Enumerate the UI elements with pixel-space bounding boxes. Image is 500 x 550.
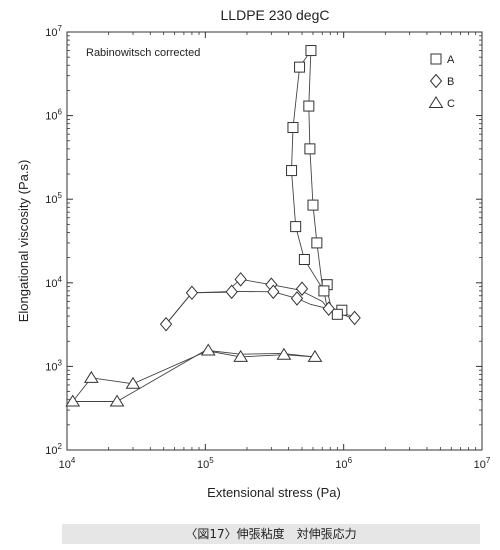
chart-title: LLDPE 230 degC (221, 7, 330, 23)
y-tick-label: 106 (45, 108, 62, 123)
legend-label-C: C (447, 98, 455, 110)
y-axis-label: Elongational viscosity (Pa.s) (16, 160, 31, 323)
legend-label-A: A (447, 54, 455, 66)
x-tick-label: 104 (59, 456, 76, 471)
series-A-point (294, 61, 306, 73)
y-tick-label: 102 (45, 442, 62, 457)
series-A-point (303, 100, 315, 112)
series-C-point (125, 376, 141, 389)
legend-marker-A (430, 53, 442, 65)
series-A-point (286, 165, 298, 177)
series-A-point (287, 122, 299, 134)
series-C-line (72, 350, 315, 402)
series-B-point (267, 284, 280, 300)
series-C-point (83, 370, 99, 383)
series-C-point (307, 349, 323, 362)
x-tick-label: 107 (474, 456, 491, 471)
series-B-point (159, 316, 173, 332)
series-A-point (298, 253, 310, 265)
series-B-point (295, 281, 309, 296)
figure-caption: 〈図17〉伸張粘度 対伸張応力 (62, 524, 480, 544)
series-C-point (109, 394, 125, 407)
series-C-point (233, 349, 249, 362)
series-A-point (331, 308, 343, 320)
series-B-point (234, 272, 247, 287)
series-points (65, 45, 361, 407)
x-tick-label: 106 (335, 456, 352, 471)
series-B-point (290, 291, 304, 306)
series-C-point (276, 347, 292, 360)
chart: LLDPE 230 degC Rabinowitsch corrected Ex… (16, 7, 491, 500)
x-tick-label: 105 (197, 456, 214, 471)
legend-marker-C (428, 96, 444, 108)
series-C-point (65, 394, 81, 407)
y-tick-label: 104 (45, 275, 62, 290)
series-B-point (225, 284, 238, 300)
series-A-point (311, 237, 323, 249)
x-axis-label: Extensional stress (Pa) (207, 485, 341, 500)
series-A-point (304, 143, 316, 155)
y-tick-label: 105 (45, 191, 62, 206)
series-A-line (308, 50, 333, 310)
series-C-point (200, 343, 216, 356)
plot-frame (66, 31, 483, 451)
legend-marker-B (429, 73, 443, 89)
series-A-point (318, 285, 330, 297)
y-tick-label: 103 (45, 358, 62, 373)
y-tick-label: 107 (45, 24, 62, 39)
legend-label-B: B (447, 76, 454, 88)
series-B-point (322, 301, 335, 316)
series-B-point (185, 285, 199, 301)
chart-annotation: Rabinowitsch corrected (86, 47, 200, 59)
axis-ticks: 104 105 106 107 102 103 104 105 106 107 (45, 24, 491, 471)
series-A-point (305, 45, 317, 57)
legend: ABC (428, 53, 455, 110)
series-A-point (290, 221, 302, 233)
series-A-point (307, 199, 319, 211)
series-A-line (291, 50, 343, 315)
series-B-point (348, 310, 361, 326)
